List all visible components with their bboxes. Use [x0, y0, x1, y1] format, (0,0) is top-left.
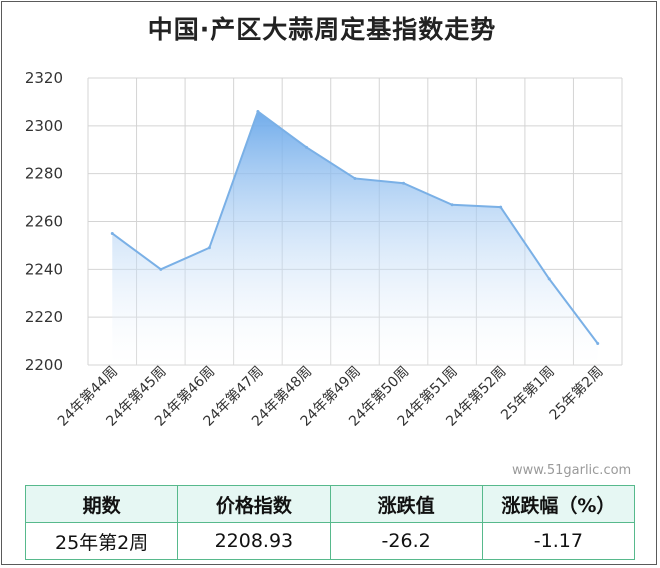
- data-point: [207, 246, 211, 250]
- x-axis: 24年第44周24年第45周24年第46周24年第47周24年第48周24年第4…: [54, 363, 606, 430]
- data-point: [159, 267, 163, 271]
- summary-header-row: 期数 价格指数 涨跌值 涨跌幅（%）: [24, 485, 636, 523]
- data-point: [547, 277, 551, 281]
- table-row: 25年第2周 2208.93 -26.2 -1.17: [24, 522, 636, 560]
- cell-change: -26.2: [329, 522, 483, 560]
- data-point: [304, 145, 308, 149]
- col-header-period: 期数: [24, 485, 179, 523]
- cell-period: 25年第2周: [24, 522, 179, 560]
- y-tick-label: 2260: [25, 213, 63, 231]
- chart-title: 中国·产区大蒜周定基指数走势: [147, 15, 497, 44]
- cell-price-index: 2208.93: [177, 522, 331, 560]
- data-point: [596, 341, 600, 345]
- cell-change-pct: -1.17: [481, 522, 636, 560]
- col-header-change-pct: 涨跌幅（%）: [481, 485, 636, 523]
- y-tick-label: 2240: [25, 260, 63, 278]
- y-tick-label: 2320: [25, 69, 63, 87]
- area-chart: 2200 2220 2240 2260 2280 2300 2320 24年第44周24年第…: [25, 69, 623, 430]
- data-point: [256, 109, 260, 113]
- data-point: [450, 203, 454, 207]
- y-tick-label: 2300: [25, 117, 63, 135]
- data-point: [110, 231, 114, 235]
- y-tick-label: 2220: [25, 308, 63, 326]
- col-header-change: 涨跌值: [329, 485, 483, 523]
- y-tick-label: 2280: [25, 165, 63, 183]
- area-fill: [112, 111, 598, 365]
- y-tick-label: 2200: [25, 356, 63, 374]
- data-point: [402, 181, 406, 185]
- area-series: [110, 109, 600, 365]
- col-header-price-index: 价格指数: [177, 485, 331, 523]
- summary-table: 期数 价格指数 涨跌值 涨跌幅（%） 25年第2周 2208.93 -26.2 …: [24, 485, 636, 560]
- watermark-url: www.51garlic.com: [512, 463, 632, 478]
- data-point: [499, 205, 503, 209]
- y-axis: 2200 2220 2240 2260 2280 2300 2320: [25, 69, 63, 374]
- data-point: [353, 176, 357, 180]
